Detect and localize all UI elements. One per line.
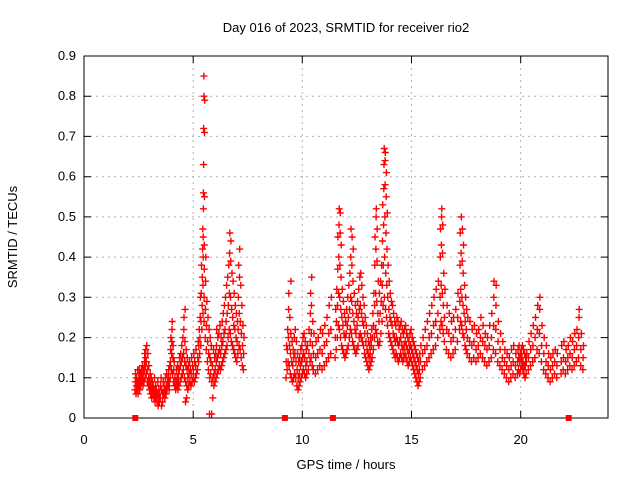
- zero-flag-square-marker: [329, 415, 336, 421]
- axis-ticks: [83, 55, 608, 419]
- x-tick-label: 5: [190, 432, 197, 447]
- y-tick-label: 0.7: [58, 128, 76, 143]
- data-points: [131, 72, 587, 421]
- y-tick-label: 0.8: [58, 88, 76, 103]
- y-tick-label: 0.5: [58, 209, 76, 224]
- scatter-plus-markers: [131, 72, 587, 418]
- zero-flag-square-marker: [281, 415, 288, 421]
- y-tick-label: 0.4: [58, 249, 76, 264]
- zero-flag-square-marker: [565, 415, 572, 421]
- zero-flag-square-marker: [132, 415, 139, 421]
- x-tick-label: 15: [404, 432, 418, 447]
- grid-line-path: [84, 56, 608, 418]
- x-tick-labels: 0 5 10 15 20: [80, 432, 528, 447]
- x-tick-label: 20: [513, 432, 527, 447]
- y-tick-label: 0.2: [58, 330, 76, 345]
- chart-title: Day 016 of 2023, SRMTID for receiver rio…: [223, 20, 469, 35]
- plot-border: [83, 55, 609, 419]
- y-tick-labels: 0 0.1 0.2 0.3 0.4 0.5 0.6 0.7 0.8 0.9: [58, 48, 76, 425]
- x-tick-label: 10: [295, 432, 309, 447]
- y-axis-label: SRMTID / TECUs: [5, 185, 20, 288]
- x-axis-label: GPS time / hours: [297, 457, 396, 472]
- y-tick-label: 0: [69, 410, 76, 425]
- x-tick-label: 0: [80, 432, 87, 447]
- gridlines: [84, 56, 608, 418]
- y-tick-label: 0.1: [58, 370, 76, 385]
- tick-mark-path: [83, 55, 608, 419]
- y-tick-label: 0.3: [58, 289, 76, 304]
- y-tick-label: 0.6: [58, 169, 76, 184]
- y-tick-label: 0.9: [58, 48, 76, 63]
